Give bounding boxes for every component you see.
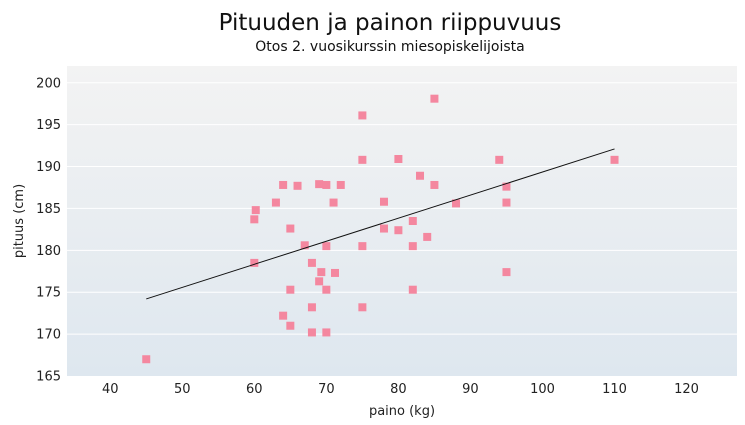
data-point-40 (452, 199, 461, 208)
data-point-22 (329, 198, 338, 207)
data-point-23 (331, 268, 339, 277)
data-point-44 (502, 268, 511, 277)
data-point-16 (315, 277, 324, 286)
data-point-27 (358, 242, 367, 251)
y-tick-label: 170 (36, 328, 61, 343)
y-tick-label: 165 (36, 370, 61, 385)
data-point-25 (358, 111, 367, 120)
x-tick-label: 50 (174, 382, 191, 397)
data-point-28 (358, 303, 367, 312)
y-axis-ticks: 165 170 175 180 185 190 195 200 (36, 76, 61, 384)
data-point-37 (423, 232, 432, 241)
x-tick-label: 70 (318, 382, 335, 397)
data-point-6 (279, 311, 288, 320)
x-tick-label: 110 (602, 382, 627, 397)
x-axis-label: paino (kg) (369, 404, 435, 419)
data-point-38 (430, 94, 439, 103)
data-point-13 (307, 303, 316, 312)
data-point-31 (394, 155, 403, 163)
y-axis-label: pituus (cm) (12, 184, 27, 258)
data-point-12 (307, 258, 316, 267)
data-point-34 (408, 242, 417, 251)
chart-title: Pituuden ja painon riippuvuus (219, 10, 562, 36)
x-tick-label: 120 (674, 382, 699, 397)
data-points (142, 94, 619, 364)
data-point-32 (394, 226, 403, 235)
y-tick-label: 185 (36, 202, 61, 217)
data-point-29 (379, 197, 388, 206)
y-tick-label: 200 (36, 76, 61, 91)
x-tick-label: 90 (462, 382, 479, 397)
data-point-17 (317, 268, 326, 277)
data-point-39 (430, 180, 439, 189)
data-point-43 (502, 198, 511, 207)
data-point-19 (322, 242, 331, 251)
data-point-9 (286, 321, 295, 330)
chart-subtitle: Otos 2. vuosikurssin miesopiskelijoista (255, 39, 524, 55)
x-axis-ticks: 40 50 60 70 80 90 100 110 120 (102, 382, 699, 397)
data-point-5 (279, 180, 288, 189)
data-point-7 (286, 224, 295, 233)
gridlines (67, 82, 737, 335)
x-tick-label: 100 (530, 382, 555, 397)
data-point-8 (286, 285, 295, 294)
data-point-35 (408, 285, 417, 294)
data-point-18 (322, 180, 331, 189)
data-point-20 (322, 285, 331, 294)
data-point-36 (416, 171, 425, 180)
data-point-11 (300, 241, 309, 250)
data-point-30 (379, 224, 388, 233)
data-point-41 (495, 155, 504, 164)
data-point-45 (610, 155, 619, 164)
y-tick-label: 180 (36, 244, 61, 259)
data-point-42 (502, 182, 511, 191)
data-point-0 (142, 355, 151, 364)
x-tick-label: 40 (102, 382, 119, 397)
data-point-15 (315, 180, 324, 189)
plot-area (67, 66, 737, 376)
data-point-1 (250, 258, 259, 267)
data-point-33 (408, 217, 417, 225)
data-point-26 (358, 155, 367, 164)
data-point-21 (322, 328, 331, 337)
data-point-4 (271, 198, 280, 207)
y-tick-label: 175 (36, 286, 61, 301)
y-tick-label: 195 (36, 118, 61, 133)
trend-line (146, 148, 615, 300)
data-point-3 (251, 206, 260, 215)
data-point-2 (250, 215, 259, 224)
x-tick-label: 60 (246, 382, 263, 397)
y-tick-label: 190 (36, 160, 61, 175)
data-point-10 (293, 181, 302, 190)
x-tick-label: 80 (390, 382, 407, 397)
data-point-14 (307, 328, 316, 337)
data-point-24 (336, 180, 345, 189)
